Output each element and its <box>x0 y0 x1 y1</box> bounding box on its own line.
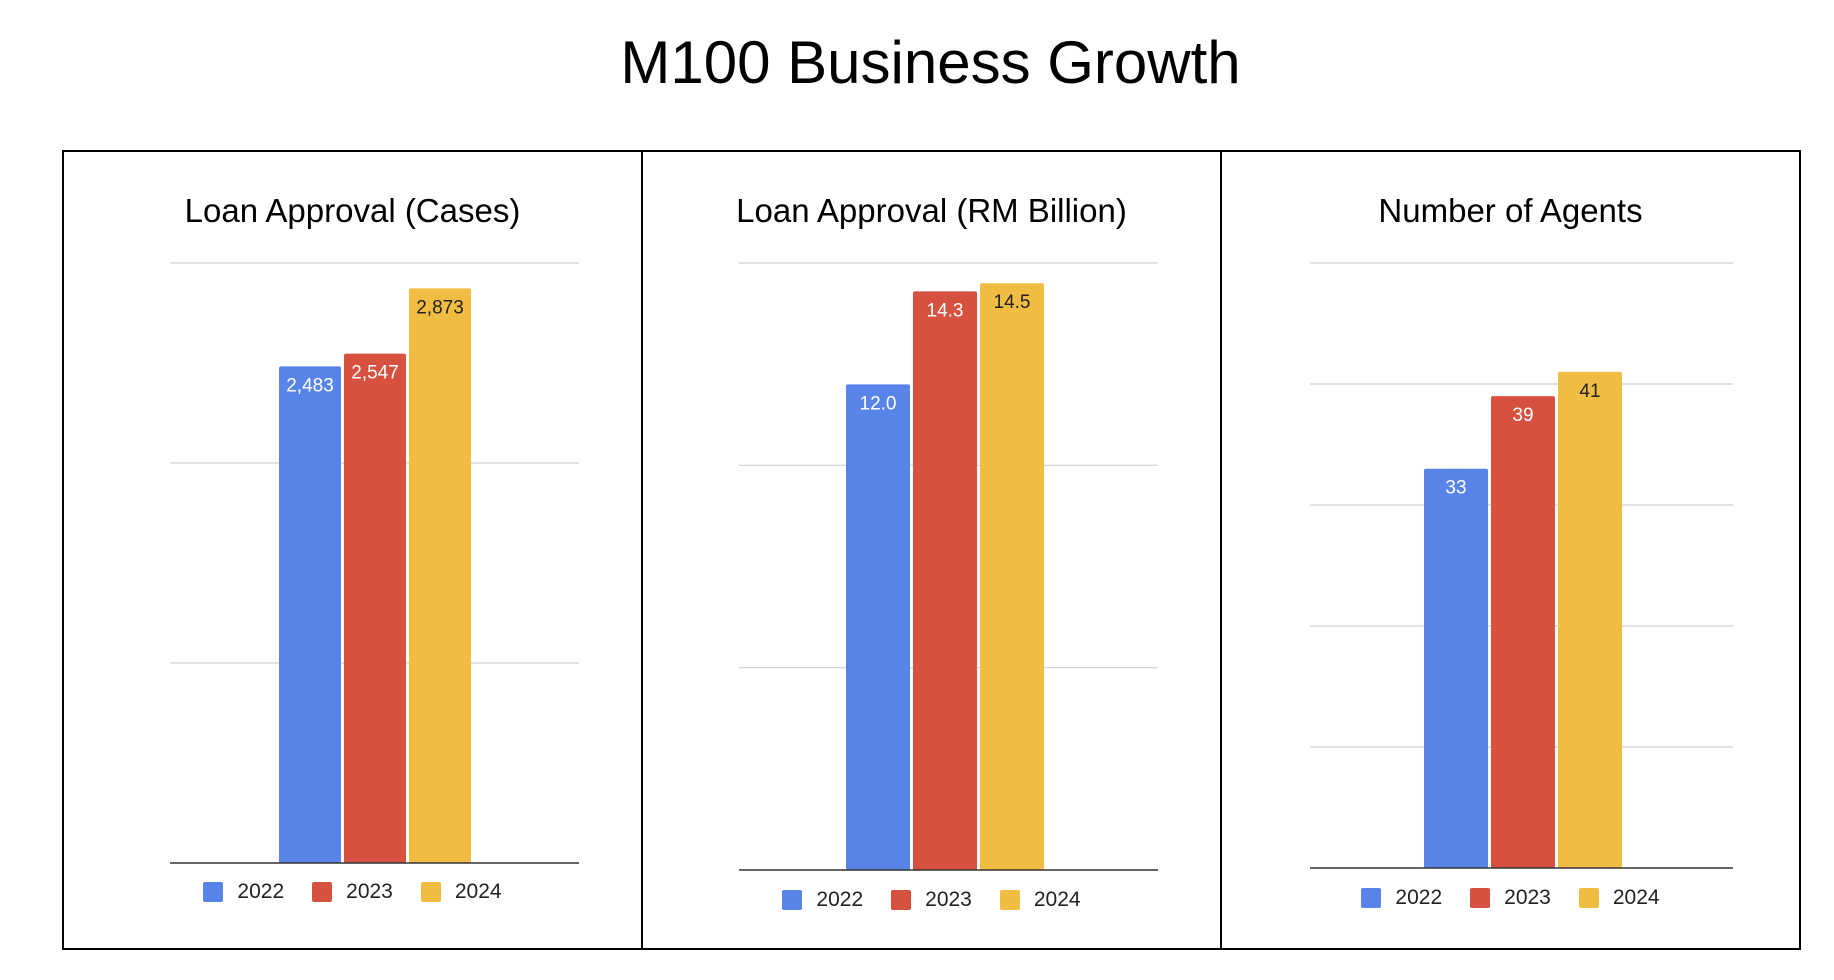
bar-2022 <box>1424 468 1488 868</box>
legend-label: 2023 <box>925 888 972 911</box>
legend-label: 2022 <box>816 888 864 911</box>
legend-label: 2024 <box>454 880 502 903</box>
legend-item-2024: 2024 <box>999 888 1081 912</box>
chart-panel-loan-amount: Loan Approval (RM Billion) 12.0 14.3 14.5 … <box>641 152 1220 948</box>
bar-2024 <box>409 288 471 863</box>
legend-swatch <box>420 882 441 902</box>
data-label: 39 <box>1512 405 1533 426</box>
chart-legend: 2022 2023 2024 <box>643 888 1220 912</box>
legend-swatch <box>1470 888 1491 908</box>
bar-2023 <box>913 291 977 870</box>
bar-2022 <box>279 366 341 863</box>
legend-item-2022: 2022 <box>203 880 284 904</box>
legend-swatch <box>1361 888 1382 908</box>
bar-2022 <box>846 384 910 870</box>
chart-panel-agents: Number of Agents 33 39 41 2022 2023 2024 <box>1220 152 1799 948</box>
legend-label: 2023 <box>346 880 393 903</box>
page-title: M100 Business Growth <box>620 29 1241 96</box>
data-label: 41 <box>1579 381 1600 402</box>
legend-swatch <box>782 890 803 910</box>
legend-swatch <box>999 890 1020 910</box>
legend-label: 2024 <box>1612 886 1660 909</box>
bar-2024 <box>1558 371 1622 868</box>
bar-2024 <box>980 283 1044 870</box>
bar-2023 <box>1491 396 1555 868</box>
data-label: 14.3 <box>927 300 964 321</box>
legend-item-2023: 2023 <box>891 888 972 912</box>
chart-legend: 2022 2023 2024 <box>1222 886 1799 910</box>
data-label: 33 <box>1445 478 1466 499</box>
chart-title: Loan Approval (RM Billion) <box>736 192 1127 229</box>
chart-panel-loan-cases: Loan Approval (Cases) 2,483 2,547 2,873 20… <box>64 152 641 948</box>
legend-swatch <box>203 882 224 902</box>
legend-swatch <box>1578 888 1599 908</box>
legend-item-2022: 2022 <box>1361 886 1442 910</box>
legend-label: 2022 <box>237 880 285 903</box>
chart-legend: 2022 2023 2024 <box>64 880 641 904</box>
data-label: 2,873 <box>416 297 464 318</box>
bar-2023 <box>344 353 406 863</box>
chart-title: Number of Agents <box>1378 192 1643 229</box>
legend-label: 2023 <box>1504 886 1551 909</box>
chart-panels: Loan Approval (Cases) 2,483 2,547 2,873 20… <box>62 150 1801 950</box>
data-label: 2,483 <box>286 375 334 396</box>
legend-item-2024: 2024 <box>420 880 502 904</box>
legend-item-2022: 2022 <box>782 888 863 912</box>
chart-plot: 2,483 2,547 2,873 <box>170 262 579 864</box>
legend-swatch <box>891 890 912 910</box>
legend-item-2024: 2024 <box>1578 886 1660 910</box>
data-label: 2,547 <box>351 363 399 384</box>
legend-item-2023: 2023 <box>312 880 393 904</box>
chart-plot: 33 39 41 <box>1310 262 1733 869</box>
chart-plot: 12.0 14.3 14.5 <box>739 262 1158 871</box>
legend-label: 2022 <box>1395 886 1443 909</box>
data-label: 14.5 <box>994 292 1031 313</box>
data-label: 12.0 <box>860 393 897 414</box>
chart-title: Loan Approval (Cases) <box>184 192 521 229</box>
legend-swatch <box>312 882 333 902</box>
legend-label: 2024 <box>1033 888 1081 911</box>
legend-item-2023: 2023 <box>1470 886 1551 910</box>
